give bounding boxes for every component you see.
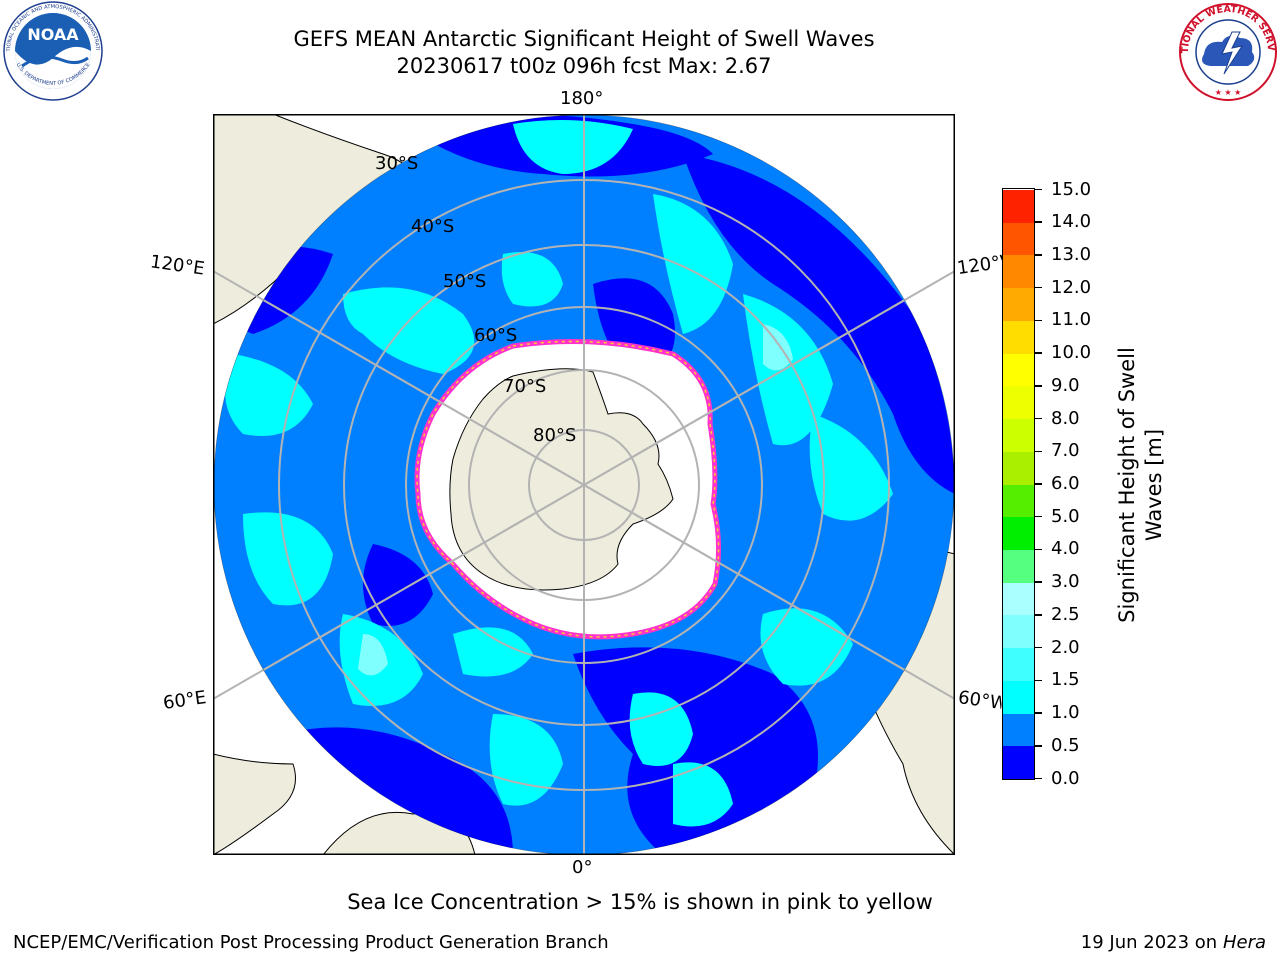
colorbar-tick-label: 15.0 <box>1051 178 1092 200</box>
colorbar-tick <box>1035 646 1042 649</box>
footer-branch: NCEP/EMC/Verification Post Processing Pr… <box>13 932 609 953</box>
colorbar-tick <box>1035 679 1042 682</box>
colorbar-tick <box>1035 777 1042 780</box>
colorbar-tick-label: 2.0 <box>1051 636 1080 658</box>
colorbar-tick-label: 2.5 <box>1051 603 1080 625</box>
colorbar-tick-label: 3.0 <box>1051 571 1080 593</box>
colorbar-segment <box>1003 451 1034 485</box>
colorbar-tick <box>1035 712 1042 714</box>
footer-date-text: 19 Jun 2023 on <box>1080 932 1218 953</box>
map-subtitle: 20230617 t00z 096h fcst Max: 2.67 <box>396 54 772 78</box>
lat-label-50s: 50°S <box>443 271 486 292</box>
footer-machine: Hera <box>1222 932 1266 953</box>
colorbar-segment <box>1003 516 1034 550</box>
sea-ice-note: Sea Ice Concentration > 15% is shown in … <box>347 890 933 914</box>
colorbar-tick-label: 11.0 <box>1051 309 1092 331</box>
antarctic-swell-map: 30°S 40°S 50°S 60°S 70°S 80°S <box>213 114 955 855</box>
map-frame-border <box>213 114 955 855</box>
colorbar-tick <box>1035 417 1042 420</box>
colorbar-tick <box>1035 581 1042 583</box>
lon-label-60e: 60°E <box>161 687 208 714</box>
colorbar <box>1002 188 1035 780</box>
noaa-logo: NOAA NATIONAL OCEANIC AND ATMOSPHERIC AD… <box>2 0 103 101</box>
lon-label-120e: 120°E <box>148 251 206 280</box>
colorbar-tick-label: 9.0 <box>1051 374 1080 396</box>
colorbar-segment <box>1003 385 1034 420</box>
lat-label-80s: 80°S <box>533 425 576 446</box>
colorbar-tick <box>1035 254 1042 256</box>
colorbar-segment <box>1003 680 1034 714</box>
colorbar-segment <box>1003 287 1034 321</box>
svg-text:NOAA: NOAA <box>27 25 79 44</box>
lon-label-180: 180° <box>560 88 604 109</box>
colorbar-tick-label: 12.0 <box>1051 276 1092 298</box>
colorbar-segment <box>1003 418 1034 452</box>
nws-logo: NATIONAL WEATHER SERVICE ★ ★ ★ <box>1178 2 1277 101</box>
colorbar-tick-label: 10.0 <box>1051 342 1092 364</box>
colorbar-tick-label: 4.0 <box>1051 538 1080 560</box>
colorbar-tick-label: 14.0 <box>1051 211 1092 233</box>
footer-date: 19 Jun 2023 on Hera <box>1081 932 1266 953</box>
colorbar-tick <box>1035 483 1042 485</box>
colorbar-segment <box>1003 353 1034 387</box>
lon-label-60w: 60°W <box>956 687 1004 714</box>
colorbar-tick <box>1035 515 1042 518</box>
colorbar-tick <box>1035 352 1042 354</box>
colorbar-segment <box>1003 745 1034 779</box>
colorbar-tick-label: 5.0 <box>1051 505 1080 527</box>
colorbar-tick <box>1035 188 1042 191</box>
colorbar-tick <box>1035 745 1042 747</box>
colorbar-segment <box>1003 254 1034 289</box>
lat-label-30s: 30°S <box>375 153 418 174</box>
colorbar-tick-label: 0.0 <box>1051 767 1080 789</box>
colorbar-tick <box>1035 319 1042 322</box>
colorbar-tick <box>1035 450 1042 453</box>
lat-label-60s: 60°S <box>474 325 517 346</box>
colorbar-tick-label: 7.0 <box>1051 440 1080 462</box>
colorbar-title: Significant Height of Swell Waves [m] <box>1115 347 1166 623</box>
colorbar-tick <box>1035 614 1042 616</box>
colorbar-segment <box>1003 713 1034 747</box>
map-title: GEFS MEAN Antarctic Significant Height o… <box>293 27 875 51</box>
colorbar-segment <box>1003 484 1034 518</box>
colorbar-tick-label: 1.0 <box>1051 702 1080 724</box>
colorbar-tick-label: 8.0 <box>1051 407 1080 429</box>
lon-label-120w: 120°W <box>955 251 1005 280</box>
colorbar-segment <box>1003 614 1034 649</box>
colorbar-tick-label: 6.0 <box>1051 473 1080 494</box>
colorbar-tick-label: 1.5 <box>1051 669 1080 691</box>
colorbar-segment <box>1003 189 1034 223</box>
colorbar-tick <box>1035 548 1042 551</box>
colorbar-segment <box>1003 222 1034 256</box>
lon-label-0: 0° <box>572 857 593 878</box>
colorbar-tick-label: 0.5 <box>1051 734 1080 756</box>
colorbar-segment <box>1003 582 1034 616</box>
colorbar-tick-label: 13.0 <box>1051 243 1092 265</box>
lat-label-70s: 70°S <box>503 376 546 397</box>
antarctica-land <box>449 368 674 591</box>
lat-label-40s: 40°S <box>411 216 454 237</box>
colorbar-segment <box>1003 647 1034 681</box>
colorbar-tick <box>1035 286 1042 289</box>
colorbar-segment <box>1003 549 1034 583</box>
colorbar-tick <box>1035 385 1042 387</box>
colorbar-segment <box>1003 320 1034 354</box>
svg-text:★ ★ ★: ★ ★ ★ <box>1215 88 1242 97</box>
colorbar-tick <box>1035 221 1042 223</box>
